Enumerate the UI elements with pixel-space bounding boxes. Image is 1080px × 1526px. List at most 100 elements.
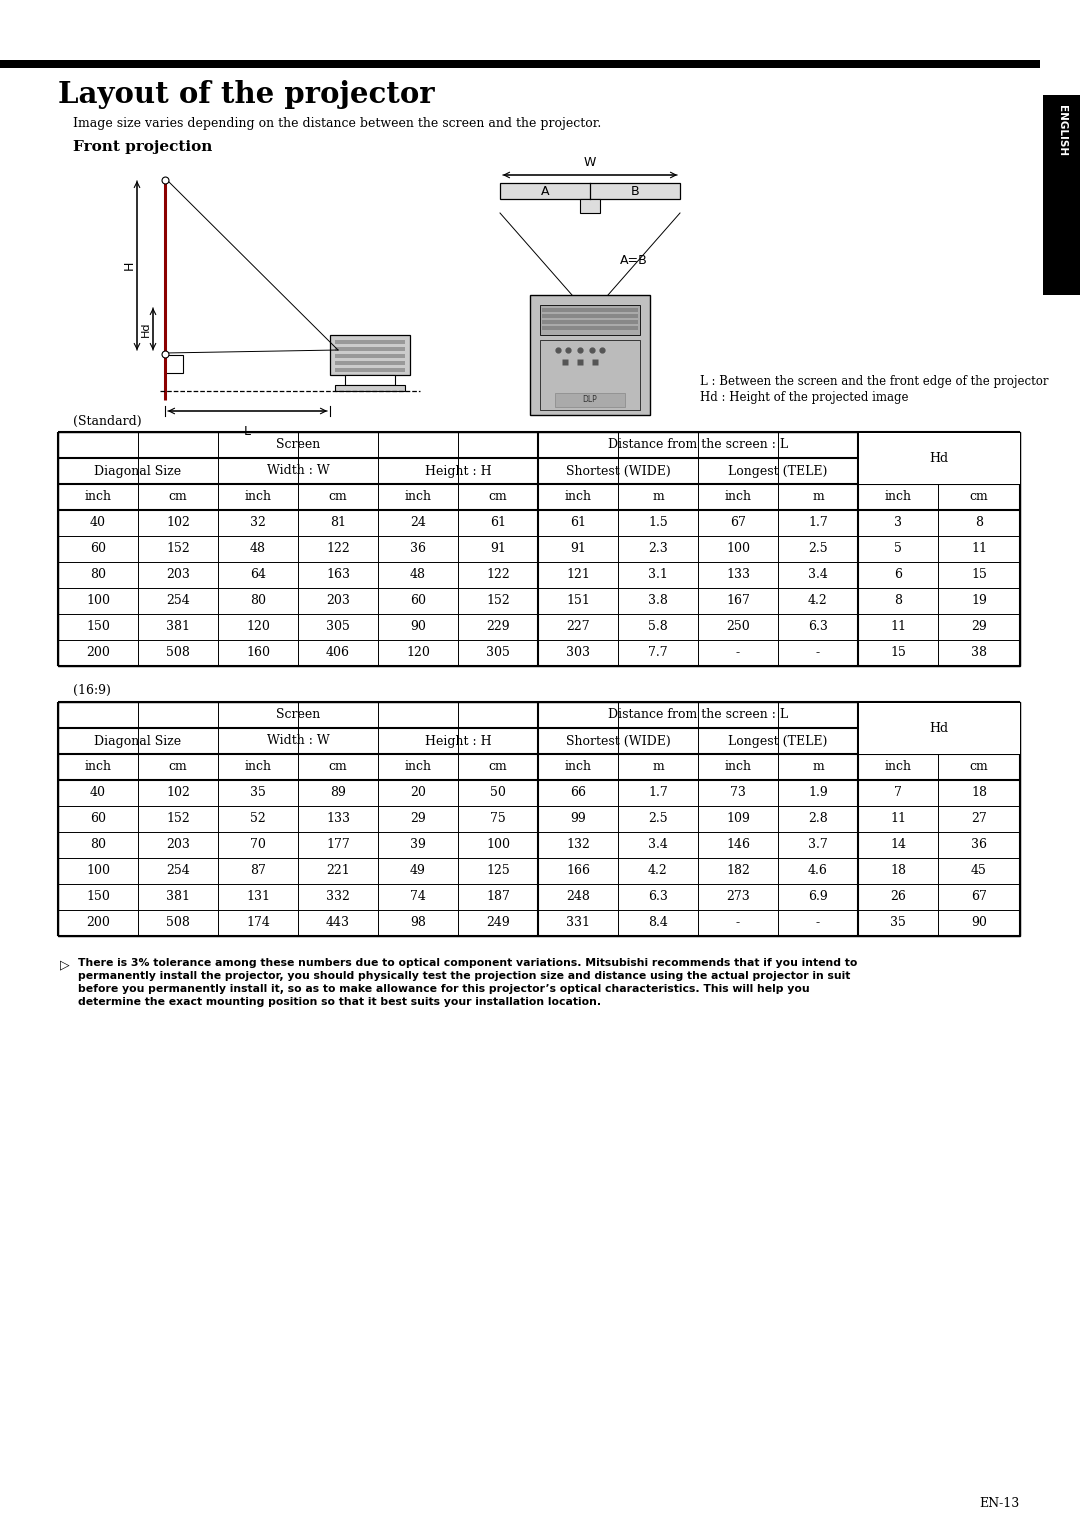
Text: Shortest (WIDE): Shortest (WIDE): [566, 464, 671, 478]
Text: 81: 81: [330, 516, 346, 530]
Text: 36: 36: [971, 838, 987, 852]
Text: inch: inch: [885, 490, 912, 504]
Text: 8.4: 8.4: [648, 917, 667, 929]
Text: 303: 303: [566, 647, 590, 659]
Text: 4.2: 4.2: [648, 865, 667, 877]
Bar: [335, 354, 405, 359]
Bar: [335, 340, 405, 343]
Text: 35: 35: [890, 917, 906, 929]
Text: 273: 273: [726, 891, 750, 903]
Text: 3.1: 3.1: [648, 569, 667, 581]
Text: 60: 60: [90, 812, 106, 826]
Text: 67: 67: [730, 516, 746, 530]
Text: -: -: [815, 647, 820, 659]
Bar: [0, 60, 1040, 69]
Text: cm: cm: [488, 490, 508, 504]
Text: inch: inch: [244, 490, 271, 504]
Text: 3: 3: [894, 516, 902, 530]
Bar: [58, 702, 1020, 935]
Text: 166: 166: [566, 865, 590, 877]
Bar: [555, 394, 625, 407]
Text: 100: 100: [86, 865, 110, 877]
Text: 132: 132: [566, 838, 590, 852]
Text: cm: cm: [168, 760, 187, 774]
Text: L : Between the screen and the front edge of the projector: L : Between the screen and the front edg…: [700, 375, 1049, 388]
Text: L: L: [244, 426, 251, 438]
Text: 11: 11: [890, 812, 906, 826]
Text: 3.8: 3.8: [648, 595, 667, 607]
Text: 125: 125: [486, 865, 510, 877]
Text: 80: 80: [90, 569, 106, 581]
Text: 39: 39: [410, 838, 426, 852]
Text: inch: inch: [405, 490, 432, 504]
Text: permanently install the projector, you should physically test the projection siz: permanently install the projector, you s…: [78, 971, 850, 981]
Text: 203: 203: [166, 838, 190, 852]
Text: Shortest (WIDE): Shortest (WIDE): [566, 734, 671, 748]
Text: -: -: [735, 917, 740, 929]
Text: 187: 187: [486, 891, 510, 903]
Text: 64: 64: [249, 569, 266, 581]
Text: 1.7: 1.7: [808, 516, 828, 530]
Text: 163: 163: [326, 569, 350, 581]
Text: 8: 8: [894, 595, 902, 607]
Text: 15: 15: [971, 569, 987, 581]
Text: Width : W: Width : W: [267, 734, 329, 748]
Text: 152: 152: [166, 543, 190, 555]
Text: 102: 102: [166, 786, 190, 800]
Text: 102: 102: [166, 516, 190, 530]
Bar: [540, 305, 640, 336]
Bar: [542, 320, 638, 324]
Text: Hd: Hd: [930, 722, 948, 734]
Text: 120: 120: [246, 621, 270, 633]
Bar: [542, 314, 638, 317]
Text: 29: 29: [971, 621, 987, 633]
Text: 70: 70: [251, 838, 266, 852]
Text: determine the exact mounting position so that it best suits your installation lo: determine the exact mounting position so…: [78, 996, 602, 1007]
Text: 100: 100: [486, 838, 510, 852]
Text: 48: 48: [410, 569, 426, 581]
Text: 249: 249: [486, 917, 510, 929]
Text: inch: inch: [885, 760, 912, 774]
Text: 200: 200: [86, 917, 110, 929]
Text: 90: 90: [971, 917, 987, 929]
Text: 6: 6: [894, 569, 902, 581]
Text: 332: 332: [326, 891, 350, 903]
Text: There is 3% tolerance among these numbers due to optical component variations. M: There is 3% tolerance among these number…: [78, 958, 858, 967]
Text: 6.9: 6.9: [808, 891, 828, 903]
Text: cm: cm: [970, 760, 988, 774]
Text: 174: 174: [246, 917, 270, 929]
Text: 27: 27: [971, 812, 987, 826]
Text: 8: 8: [975, 516, 983, 530]
Text: Hd : Height of the projected image: Hd : Height of the projected image: [700, 391, 908, 404]
Text: 48: 48: [249, 543, 266, 555]
Text: 121: 121: [566, 569, 590, 581]
Text: inch: inch: [244, 760, 271, 774]
Text: 109: 109: [726, 812, 750, 826]
Bar: [859, 703, 1020, 754]
Text: inch: inch: [84, 490, 111, 504]
Bar: [500, 183, 680, 198]
Text: 50: 50: [490, 786, 505, 800]
Text: 203: 203: [166, 569, 190, 581]
Text: m: m: [652, 490, 664, 504]
Text: (Standard): (Standard): [73, 415, 141, 427]
Text: A=B: A=B: [620, 253, 648, 267]
Text: cm: cm: [970, 490, 988, 504]
Text: 160: 160: [246, 647, 270, 659]
Text: 60: 60: [410, 595, 426, 607]
Text: 200: 200: [86, 647, 110, 659]
Text: 122: 122: [486, 569, 510, 581]
Text: 24: 24: [410, 516, 426, 530]
Text: 40: 40: [90, 516, 106, 530]
Text: 3.4: 3.4: [808, 569, 828, 581]
Text: 120: 120: [406, 647, 430, 659]
Text: 32: 32: [251, 516, 266, 530]
Text: Distance from the screen : L: Distance from the screen : L: [608, 438, 788, 452]
Text: ENGLISH: ENGLISH: [1056, 105, 1067, 156]
Text: 45: 45: [971, 865, 987, 877]
Text: DLP: DLP: [582, 395, 597, 404]
Bar: [580, 198, 600, 214]
Text: 74: 74: [410, 891, 426, 903]
Bar: [530, 295, 650, 415]
Text: inch: inch: [84, 760, 111, 774]
